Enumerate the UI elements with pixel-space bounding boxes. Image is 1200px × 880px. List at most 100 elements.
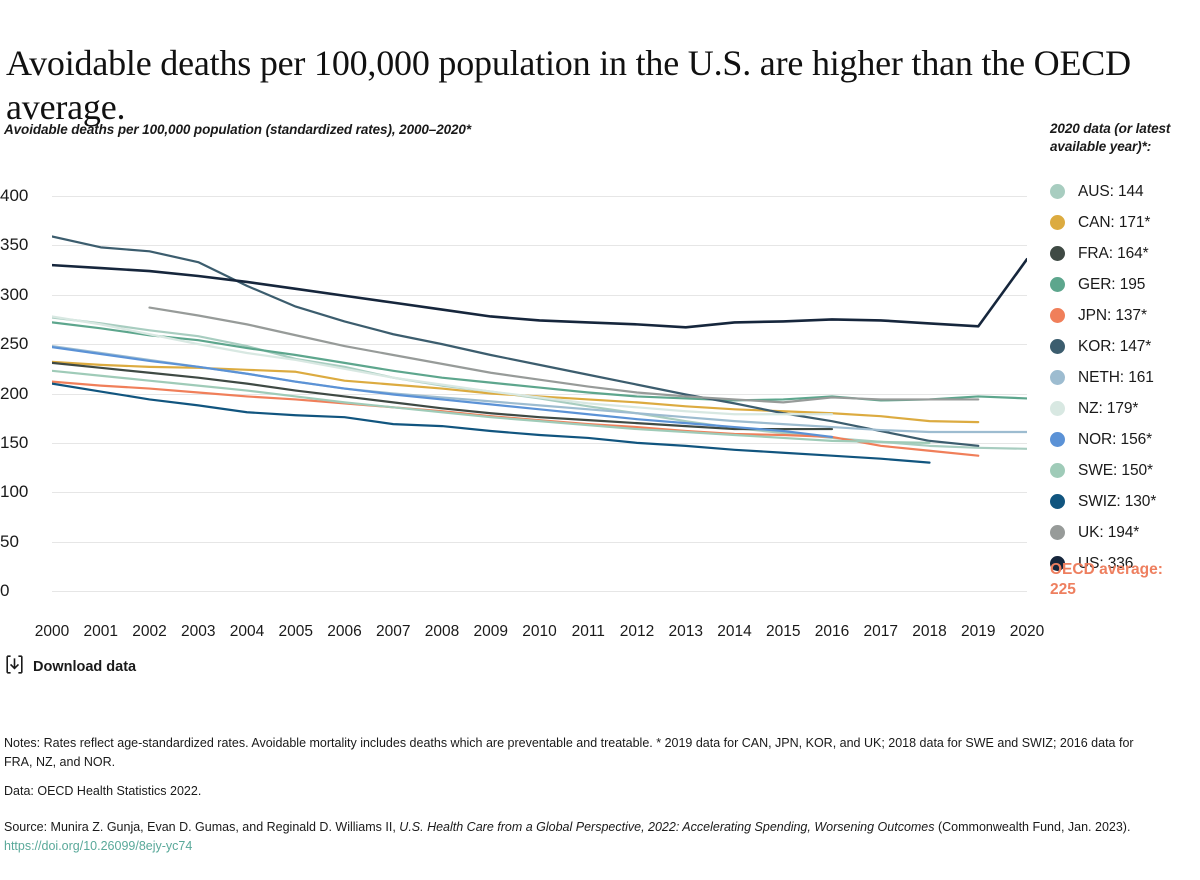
x-axis-tick-label: 2017: [863, 623, 898, 640]
x-axis-tick-label: 2016: [814, 623, 850, 640]
x-axis-tick-label: 2011: [571, 623, 605, 640]
x-axis-tick-label: 2015: [766, 623, 801, 640]
legend-item-nz[interactable]: NZ: 179*: [1050, 393, 1200, 424]
y-gridline: [52, 344, 1027, 346]
legend-item-swe[interactable]: SWE: 150*: [1050, 455, 1200, 486]
x-axis-tick-label: 2009: [473, 623, 508, 640]
oecd-average-note: OECD average: 225: [1050, 560, 1200, 600]
page-title: Avoidable deaths per 100,000 population …: [6, 43, 1131, 128]
x-axis-tick-label: 2005: [278, 623, 313, 640]
legend-color-dot: [1050, 556, 1065, 571]
legend-item-nor[interactable]: NOR: 156*: [1050, 424, 1200, 455]
legend-item-label: GER: 195: [1078, 275, 1146, 293]
download-data-label: Download data: [33, 659, 137, 675]
x-axis-tick-label: 2004: [229, 623, 265, 640]
x-axis-tick-label: 2013: [668, 623, 703, 640]
legend-item-swiz[interactable]: SWIZ: 130*: [1050, 486, 1200, 517]
legend-item-label: JPN: 137*: [1078, 306, 1147, 324]
legend-color-dot: [1050, 370, 1065, 385]
legend-item-fra[interactable]: FRA: 164*: [1050, 238, 1200, 269]
line-series-nz: [52, 315, 834, 416]
legend-item-label: NETH: 161: [1078, 368, 1154, 386]
x-axis-tick-label: 2006: [327, 623, 362, 640]
legend-color-dot: [1050, 277, 1065, 292]
legend-item-neth[interactable]: NETH: 161: [1050, 362, 1200, 393]
x-axis-tick-label: 2018: [912, 623, 947, 640]
download-data-link[interactable]: Download data: [6, 655, 136, 679]
source-title: U.S. Health Care from a Global Perspecti…: [399, 820, 935, 834]
legend-color-dot: [1050, 246, 1065, 261]
chart-lines: [52, 235, 1027, 464]
y-gridline: [52, 196, 1027, 197]
chart-area: 0 50 100 150 200 250 300 350 400 2000 2001 2002 200…: [0, 168, 1044, 640]
y-axis-tick-label: 300: [0, 284, 29, 304]
x-axis-tick-label: 2002: [132, 623, 167, 640]
x-axis-tick-label: 2003: [181, 623, 216, 640]
x-axis-tick-label: 2000: [34, 623, 70, 640]
y-axis-tick-label: 100: [0, 482, 29, 502]
line-series-fra: [52, 361, 834, 431]
legend-item-label: CAN: 171*: [1078, 213, 1151, 231]
y-gridline: [52, 591, 1027, 592]
legend-item-label: AUS: 144: [1078, 182, 1144, 200]
legend-color-dot: [1050, 525, 1065, 540]
x-axis-tick-label: 2007: [376, 623, 411, 640]
y-gridline: [52, 541, 1027, 543]
line-series-kor: [52, 235, 980, 447]
legend-color-dot: [1050, 401, 1065, 416]
y-axis-tick-label: 150: [0, 432, 29, 452]
legend-item-label: UK: 194*: [1078, 523, 1140, 541]
legend-item-uk[interactable]: UK: 194*: [1050, 517, 1200, 548]
legend-item-aus[interactable]: AUS: 144: [1050, 176, 1200, 207]
y-axis-tick-label: 250: [0, 334, 29, 354]
source-prefix: Source: Munira Z. Gunja, Evan D. Gumas, …: [4, 820, 400, 834]
legend-item-label: SWE: 150*: [1078, 461, 1153, 479]
x-axis: 2000 2001 2002 2003 2004 2005 2006 2007 2008 2009…: [35, 623, 1044, 645]
line-series-swe: [52, 369, 931, 444]
legend-item-label: KOR: 147*: [1078, 337, 1152, 355]
footnote-source: Source: Munira Z. Gunja, Evan D. Gumas, …: [4, 818, 1164, 857]
legend-color-dot: [1050, 339, 1065, 354]
legend-color-dot: [1050, 432, 1065, 447]
plot-region: 0 50 100 150 200 250 300 350 400: [0, 187, 1027, 599]
x-axis-tick-label: 2001: [83, 623, 118, 640]
y-gridline: [52, 442, 1027, 444]
legend-color-dot: [1050, 494, 1065, 509]
line-series-ger: [52, 321, 1027, 402]
line-series-uk: [148, 306, 980, 404]
legend-item-can[interactable]: CAN: 171*: [1050, 207, 1200, 238]
legend-heading: 2020 data (or latest available year)*:: [1050, 121, 1171, 155]
y-axis-tick-label: 200: [0, 383, 29, 403]
legend-item-kor[interactable]: KOR: 147*: [1050, 331, 1200, 362]
footnote-notes: Notes: Rates reflect age-standardized ra…: [4, 736, 1134, 770]
x-axis-tick-label: 2012: [619, 623, 655, 640]
legend-color-dot: [1050, 184, 1065, 199]
line-series-swiz: [52, 382, 931, 464]
legend-item-label: US: 336: [1078, 554, 1134, 572]
footnote-data: Data: OECD Health Statistics 2022.: [4, 784, 202, 798]
download-icon: [6, 655, 23, 679]
chart-subtitle: Avoidable deaths per 100,000 population …: [4, 122, 471, 137]
legend-item-label: SWIZ: 130*: [1078, 492, 1157, 510]
y-gridline: [52, 393, 1027, 395]
x-axis-tick-label: 2008: [424, 623, 460, 640]
legend-item-ger[interactable]: GER: 195: [1050, 269, 1200, 300]
oecd-average-label: OECD average:: [1050, 561, 1163, 578]
source-doi-link[interactable]: https://doi.org/10.26099/8ejy-yc74: [4, 839, 193, 854]
legend-item-label: NZ: 179*: [1078, 399, 1139, 417]
line-series-nor: [52, 345, 834, 439]
legend-color-dot: [1050, 308, 1065, 323]
legend-item-jpn[interactable]: JPN: 137*: [1050, 300, 1200, 331]
legend-item-us[interactable]: US: 336: [1050, 548, 1200, 579]
legend-color-dot: [1050, 463, 1065, 478]
legend-color-dot: [1050, 215, 1065, 230]
y-axis-tick-label: 350: [0, 235, 29, 255]
legend: AUS: 144 CAN: 171* FRA: 164* GER: 195 JPN: 1…: [1050, 176, 1200, 579]
legend-item-label: NOR: 156*: [1078, 430, 1153, 448]
y-axis-tick-label: 400: [0, 186, 29, 205]
y-axis-tick-label: 0: [0, 581, 10, 600]
legend-item-label: FRA: 164*: [1078, 244, 1149, 262]
y-gridline: [52, 492, 1027, 494]
y-gridline: [52, 245, 1027, 247]
x-axis-tick-label: 2020: [1009, 623, 1045, 640]
